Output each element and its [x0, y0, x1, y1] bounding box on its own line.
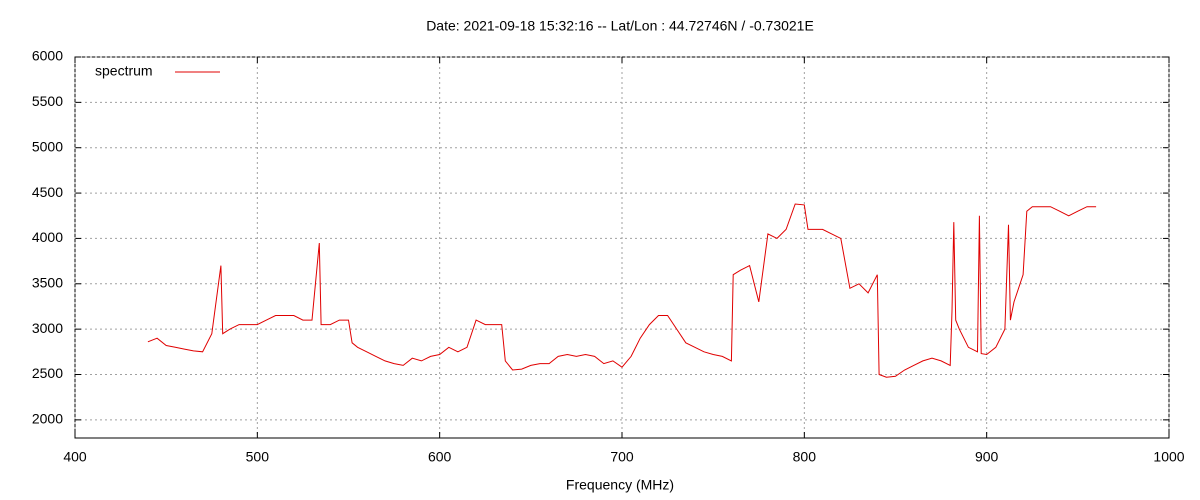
y-tick-label: 4500	[32, 184, 63, 200]
chart-title: Date: 2021-09-18 15:32:16 -- Lat/Lon : 4…	[426, 18, 814, 34]
x-axis-label: Frequency (MHz)	[566, 477, 674, 493]
y-tick-label: 5000	[32, 138, 63, 154]
x-tick-label: 400	[63, 449, 87, 465]
series-line	[147, 203, 1097, 378]
y-tick-label: 6000	[32, 48, 63, 64]
legend-label: spectrum	[95, 63, 153, 79]
y-tick-label: 5500	[32, 93, 63, 109]
y-tick-label: 3500	[32, 274, 63, 290]
y-tick-label: 3000	[32, 320, 63, 336]
x-tick-label: 700	[610, 449, 634, 465]
x-tick-label: 600	[428, 449, 452, 465]
x-tick-label: 900	[975, 449, 999, 465]
y-tick-label: 4000	[32, 229, 63, 245]
x-tick-label: 500	[246, 449, 270, 465]
y-tick-label: 2000	[32, 411, 63, 427]
x-tick-label: 1000	[1153, 449, 1184, 465]
x-tick-label: 800	[793, 449, 817, 465]
y-tick-label: 2500	[32, 365, 63, 381]
